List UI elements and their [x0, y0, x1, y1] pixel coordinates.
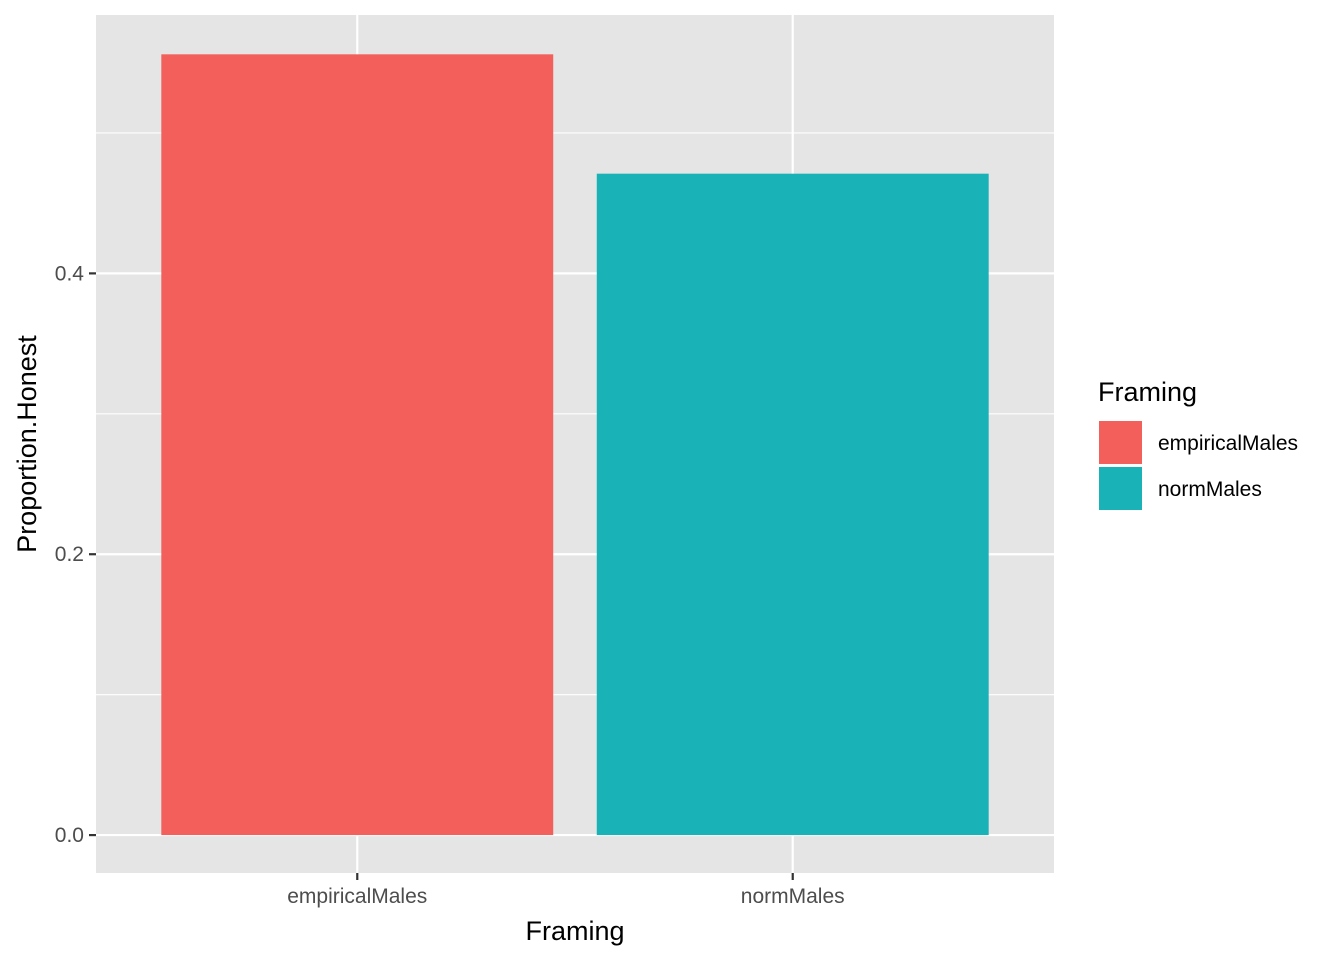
- legend-label: normMales: [1158, 478, 1262, 501]
- x-axis-title: Framing: [525, 916, 624, 946]
- legend: Framing empiricalMales normMales: [1098, 377, 1298, 510]
- axes: 0.0 0.2 0.4 empiricalMales normMales: [55, 262, 845, 908]
- bar-normMales: [596, 173, 989, 836]
- legend-label: empiricalMales: [1158, 432, 1298, 455]
- legend-swatch-empiricalMales: [1099, 421, 1142, 464]
- bars: [161, 54, 989, 836]
- y-axis-title: Proportion.Honest: [12, 335, 42, 553]
- legend-title: Framing: [1098, 377, 1197, 407]
- bar-empiricalMales: [161, 54, 554, 836]
- legend-swatch-normMales: [1099, 467, 1142, 510]
- y-tick-label: 0.0: [55, 824, 84, 847]
- x-tick-label: empiricalMales: [287, 885, 427, 908]
- y-tick-label: 0.2: [55, 543, 84, 566]
- x-tick-label: normMales: [741, 885, 845, 908]
- y-tick-label: 0.4: [55, 262, 85, 285]
